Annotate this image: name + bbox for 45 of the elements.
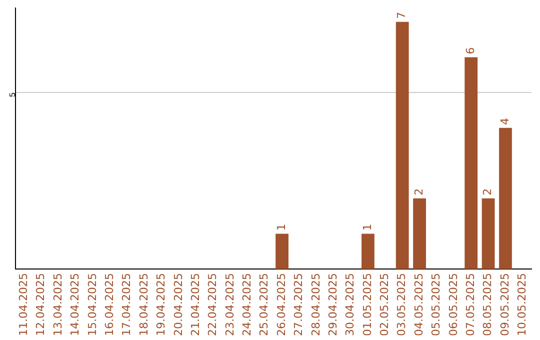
x-tick-label: 13.04.2025: [51, 273, 64, 336]
bar: [396, 22, 409, 270]
x-tick-label: 17.04.2025: [120, 273, 134, 336]
x-tick-label: 27.04.2025: [292, 273, 306, 336]
bar: [413, 198, 426, 270]
data-label: 6: [464, 47, 477, 54]
x-tick-label: 12.04.2025: [34, 273, 48, 336]
x-tick-label: 04.05.2025: [412, 273, 426, 336]
x-tick-label: 15.04.2025: [86, 273, 99, 336]
data-label: 2: [412, 188, 426, 196]
x-tick-label: 26.04.2025: [274, 273, 288, 336]
x-tick-label: 28.04.2025: [309, 273, 322, 336]
data-label: 2: [481, 188, 494, 196]
y-tick-label: 5: [8, 92, 17, 97]
x-tick-label: 16.04.2025: [102, 273, 116, 336]
x-tick-label: 10.05.2025: [516, 273, 529, 336]
x-tick-label: 25.04.2025: [258, 273, 271, 336]
bar: [482, 198, 495, 270]
bar: [362, 234, 374, 270]
x-tick-label: 23.04.2025: [223, 273, 236, 336]
x-tick-label: 02.05.2025: [378, 273, 392, 336]
x-tick-label: 22.04.2025: [206, 273, 220, 336]
data-label: 1: [360, 224, 374, 231]
x-tick-label: 14.04.2025: [68, 273, 82, 336]
x-tick-label: 08.05.2025: [481, 273, 494, 336]
x-tick-label: 24.04.2025: [240, 273, 254, 336]
bar: [499, 128, 512, 270]
data-label: 7: [395, 12, 408, 19]
x-tick-label: 07.05.2025: [464, 273, 477, 336]
x-tick-label: 18.04.2025: [137, 273, 150, 336]
bar: [276, 234, 288, 270]
x-tick-label: 01.05.2025: [360, 273, 374, 336]
x-tick-label: 19.04.2025: [154, 273, 168, 336]
x-tick-label: 21.04.2025: [188, 273, 202, 336]
data-label: 1: [274, 224, 288, 231]
x-tick-label: 06.05.2025: [446, 273, 460, 336]
x-tick-label: 20.04.2025: [172, 273, 185, 336]
x-tick-label: 05.05.2025: [430, 273, 443, 336]
x-tick-label: 30.04.2025: [344, 273, 357, 336]
x-tick-label: 03.05.2025: [395, 273, 408, 336]
bar: [464, 57, 478, 270]
x-tick-label: 11.04.2025: [17, 273, 30, 336]
x-tick-label: 29.04.2025: [326, 273, 340, 336]
data-label: 4: [498, 118, 512, 125]
x-tick-label: 09.05.2025: [498, 273, 512, 336]
